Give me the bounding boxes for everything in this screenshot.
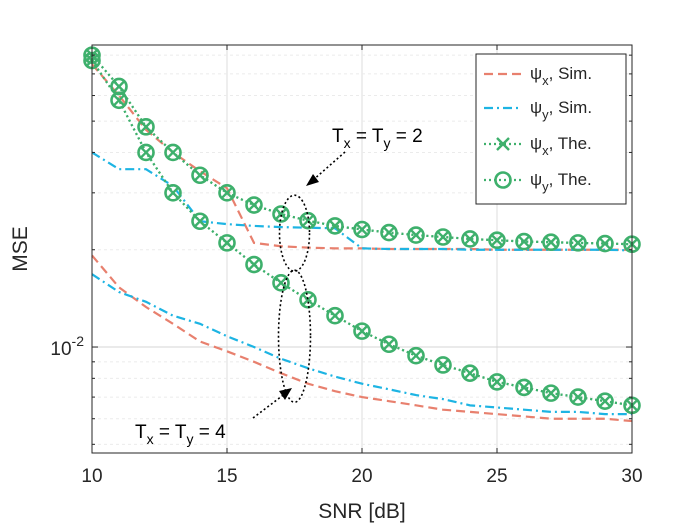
series-line-sim_y [91, 151, 633, 252]
x-tick-label: 30 [621, 466, 642, 487]
x-marker-stroke [328, 219, 342, 233]
o-marker [245, 255, 263, 274]
x-tick-label: 20 [351, 466, 372, 487]
ticks: 10 15 20 25 30 10-2 [50, 45, 643, 487]
x-axis-title: SNR [dB] [318, 500, 406, 523]
x-marker-stroke [382, 225, 396, 240]
series-line-sim_x [91, 254, 633, 423]
x-marker-stroke [463, 232, 477, 246]
x-marker-stroke [496, 137, 510, 151]
o-marker [218, 234, 236, 252]
o-marker [299, 290, 317, 309]
ellipse-tx-ty-4 [277, 269, 312, 404]
o-marker [596, 234, 614, 253]
series-line-theory_y [91, 54, 633, 246]
grid-lines [91, 45, 633, 453]
x-marker-stroke [220, 185, 234, 200]
o-marker [407, 346, 425, 365]
o-marker [434, 356, 452, 374]
o-marker [569, 234, 587, 252]
x-marker-stroke [193, 168, 207, 183]
x-marker-stroke [436, 358, 450, 372]
x-marker-stroke [544, 235, 558, 250]
ellipse-tx-ty-2 [278, 194, 311, 273]
o-marker [542, 233, 560, 252]
series-line-sim_y [91, 273, 632, 416]
o-marker [137, 143, 155, 162]
x-marker-stroke [598, 394, 612, 409]
o-marker [218, 184, 236, 202]
o-marker [434, 228, 452, 246]
o-marker [191, 166, 209, 185]
o-marker [380, 335, 398, 354]
o-marker [494, 171, 512, 189]
legend: ψx, Sim. ψy, Sim. ψx, The. ψy, The. [475, 53, 627, 205]
x-marker-stroke [139, 120, 153, 134]
legend-label: ψy, The. [530, 170, 592, 194]
y-axis-title: MSE [9, 226, 32, 272]
o-marker [515, 232, 533, 251]
x-marker-stroke [598, 236, 612, 251]
o-marker [110, 91, 128, 110]
x-marker-stroke [166, 145, 180, 160]
x-marker-stroke [274, 207, 288, 221]
o-marker [488, 373, 506, 391]
o-marker [569, 388, 587, 406]
o-marker [272, 205, 290, 223]
x-marker-stroke [247, 257, 261, 272]
o-marker [191, 212, 209, 231]
x-marker-stroke [220, 236, 234, 250]
x-marker-stroke [517, 380, 531, 395]
o-marker [326, 217, 344, 235]
legend-label: ψx, The. [530, 134, 592, 158]
o-marker [272, 274, 290, 292]
o-marker [326, 306, 344, 325]
annotations: Tx = Ty = 2 Tx = Ty = 4 [135, 126, 423, 447]
legend-label: ψy, Sim. [530, 98, 592, 122]
o-marker [596, 392, 614, 410]
o-marker [380, 223, 398, 242]
o-marker [515, 378, 533, 397]
arrowhead-tx-ty-2 [306, 174, 319, 186]
x-tick-label: 15 [216, 466, 237, 487]
o-marker [164, 184, 182, 202]
arrow-tx-ty-2 [311, 151, 346, 182]
o-marker [164, 143, 182, 162]
series-line-theory_y [91, 59, 633, 407]
x-marker-stroke [328, 308, 342, 323]
legend-label: ψx, Sim. [530, 64, 592, 88]
o-marker [461, 364, 479, 382]
o-marker [488, 231, 506, 250]
o-marker [461, 230, 479, 248]
o-marker [353, 322, 371, 340]
annotation-tx-ty-4: Tx = Ty = 4 [135, 422, 226, 447]
annotation-tx-ty-2: Tx = Ty = 2 [332, 126, 423, 151]
x-tick-label: 25 [486, 466, 507, 487]
y-tick-label: 10-2 [50, 333, 84, 360]
o-marker [542, 384, 560, 402]
x-marker-stroke [517, 234, 531, 249]
x-marker-stroke [571, 390, 585, 404]
o-marker [353, 220, 371, 239]
x-marker-stroke [409, 228, 423, 242]
x-marker-stroke [193, 214, 207, 229]
o-marker [407, 226, 425, 244]
x-marker-stroke [112, 93, 126, 108]
o-marker [245, 196, 263, 214]
o-marker [137, 118, 155, 136]
x-tick-label: 10 [81, 466, 102, 487]
arrowhead-tx-ty-4 [279, 388, 292, 400]
x-marker-stroke [301, 292, 315, 307]
x-marker-stroke [247, 198, 261, 212]
